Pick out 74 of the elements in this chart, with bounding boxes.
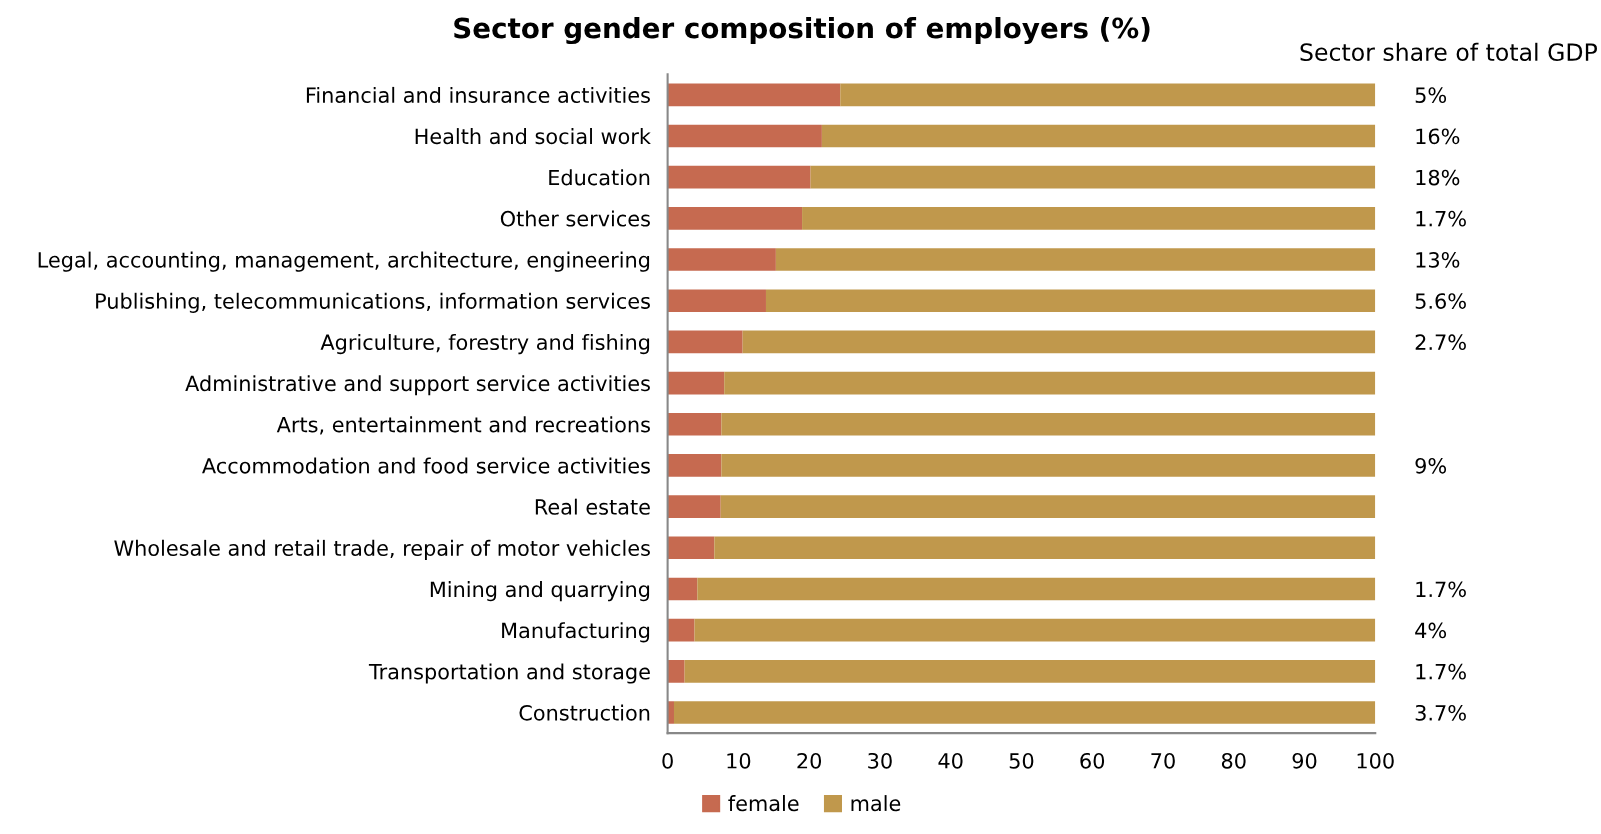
x-tick-label: 70 — [1151, 752, 1175, 769]
bar — [765, 289, 1376, 313]
bar — [667, 83, 841, 107]
bar — [667, 289, 766, 313]
y-tick-label: Education — [549, 169, 650, 186]
bar — [720, 495, 1376, 518]
bar — [667, 207, 803, 230]
y2-tick-label: 9% — [1415, 457, 1447, 474]
y2-tick-label: 16% — [1416, 128, 1460, 145]
y2-tick-label: 5.6% — [1415, 293, 1466, 309]
y2-tick-label: 2.7% — [1415, 334, 1466, 351]
y2-tick-label: 18% — [1416, 169, 1460, 186]
bar — [714, 536, 1376, 560]
bar — [810, 165, 1376, 189]
bar — [667, 330, 743, 354]
y2-tick-label: 1.7% — [1416, 581, 1466, 598]
bar — [667, 495, 721, 518]
x-tick-label: 50 — [1009, 752, 1034, 769]
y2-tick-label: 3.7% — [1415, 704, 1466, 721]
y-tick-label: Financial and insurance activities — [306, 86, 650, 104]
bar — [667, 412, 722, 436]
bar — [721, 412, 1376, 436]
bar — [667, 618, 695, 642]
bar — [742, 330, 1376, 354]
y-tick-label: Publishing, telecommunications, information services — [96, 292, 650, 313]
bar — [721, 454, 1376, 477]
legend-label: male — [851, 795, 901, 812]
bar — [694, 618, 1376, 642]
y-tick-label: Manufacturing — [502, 622, 650, 643]
y-tick-label: Arts, entertainment and recreations — [276, 416, 650, 435]
bar — [667, 659, 685, 683]
y2-tick-label: 5% — [1415, 87, 1447, 104]
x-tick-label: 100 — [1357, 752, 1394, 769]
x-tick-label: 10 — [727, 752, 751, 769]
x-tick-label: 0 — [662, 752, 673, 769]
bar — [673, 701, 1376, 724]
bar — [667, 577, 698, 601]
y-tick-label: Legal, accounting, management, architecture, engineering — [38, 251, 650, 272]
chart-title: Sector gender composition of employers (%) — [454, 17, 1150, 45]
legend-label: female — [728, 795, 799, 812]
bar — [775, 248, 1376, 271]
bar — [802, 207, 1376, 230]
y-tick-label: Accommodation and food service activities — [202, 457, 650, 474]
x-tick-label: 90 — [1292, 752, 1317, 769]
x-tick-label: 40 — [938, 752, 963, 769]
y2-tick-label: 1.7% — [1416, 663, 1466, 680]
bar — [667, 536, 715, 560]
y2-tick-label: 13% — [1416, 251, 1460, 268]
y-tick-label: Real estate — [535, 498, 650, 515]
y-tick-label: Mining and quarrying — [430, 581, 650, 602]
bar — [667, 165, 811, 189]
y-tick-label: Other services — [500, 210, 650, 227]
bar — [667, 124, 822, 148]
bar — [684, 659, 1376, 683]
y2-axis-title: Sector share of total GDP — [1300, 42, 1597, 62]
bar — [821, 124, 1376, 148]
y2-tick-label: 4% — [1415, 622, 1447, 639]
y2-tick-label: 1.7% — [1416, 210, 1466, 227]
bar — [667, 371, 725, 395]
bar — [724, 371, 1376, 395]
bar — [667, 454, 722, 477]
y-tick-label: Health and social work — [415, 128, 651, 145]
x-tick-label: 20 — [797, 752, 822, 769]
y-tick-label: Transportation and storage — [368, 663, 650, 684]
x-tick-label: 80 — [1221, 752, 1246, 769]
y-tick-label: Wholesale and retail trade, repair of motor vehicles — [114, 539, 650, 561]
bar — [667, 248, 776, 271]
bar — [697, 577, 1376, 601]
y-tick-label: Construction — [519, 704, 650, 721]
x-tick-label: 60 — [1080, 752, 1105, 769]
x-tick-label: 30 — [868, 752, 892, 769]
y-tick-label: Administrative and support service activities — [185, 375, 650, 396]
bar — [840, 83, 1376, 107]
y-tick-label: Agriculture, forestry and fishing — [320, 333, 650, 355]
